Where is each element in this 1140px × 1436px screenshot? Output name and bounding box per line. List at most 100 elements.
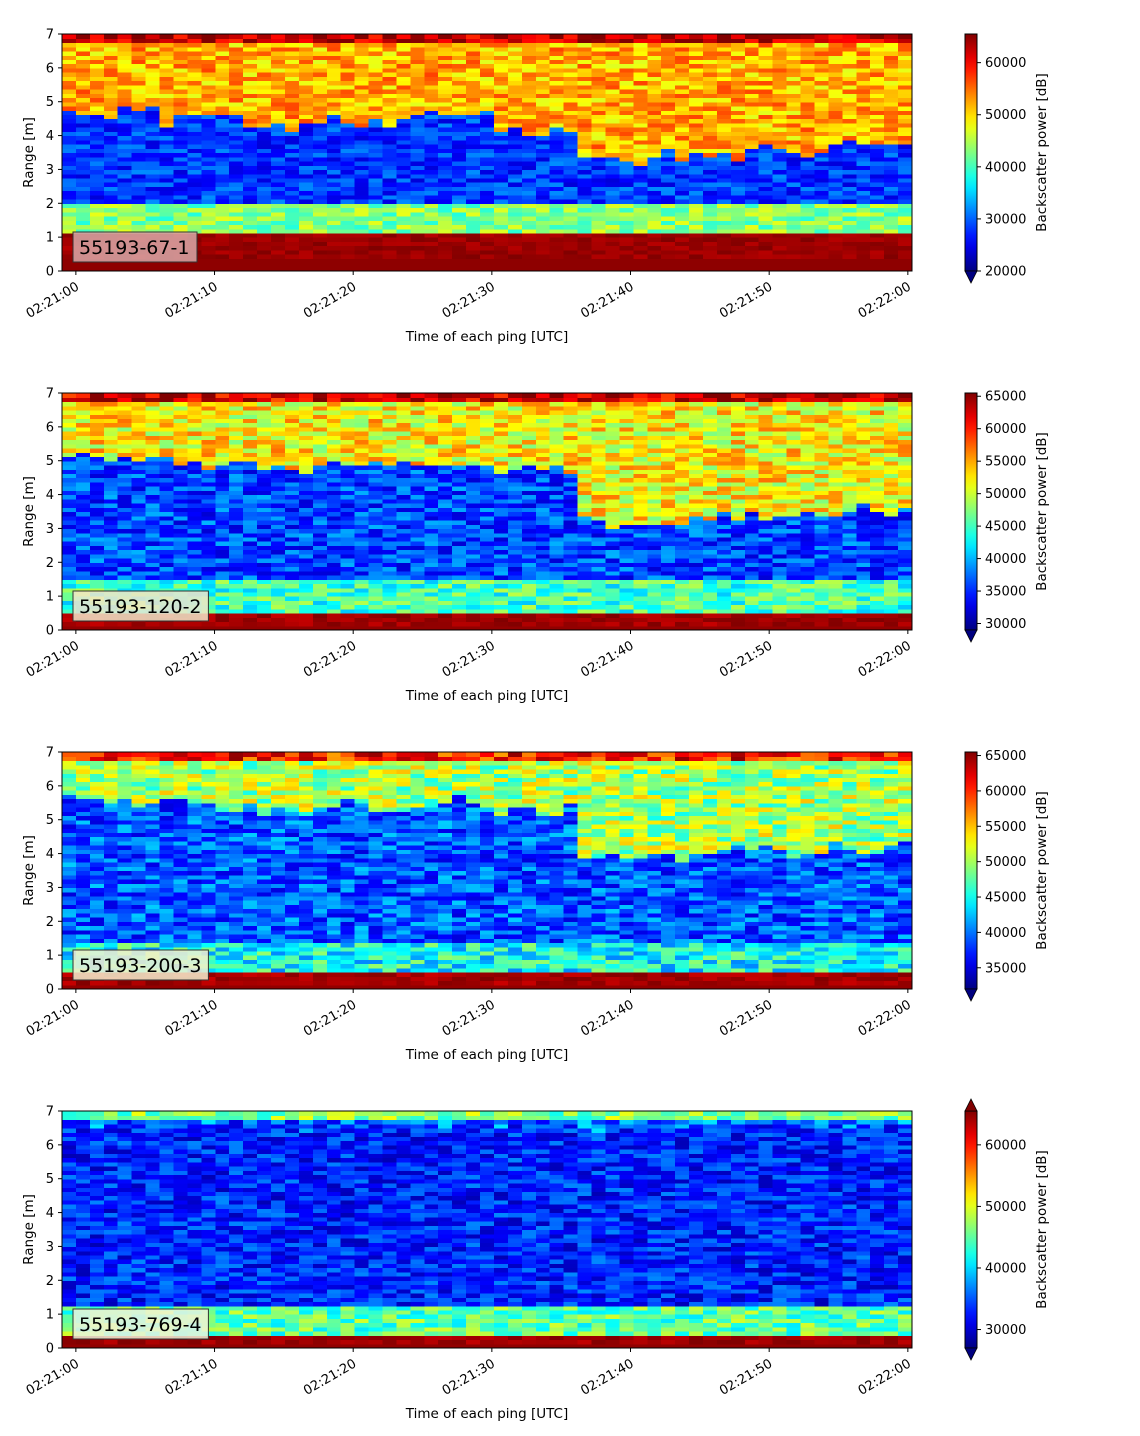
heatmap-cell (117, 97, 133, 103)
heatmap-cell (772, 76, 788, 82)
heatmap-cell (702, 148, 718, 154)
heatmap-cell (424, 503, 439, 508)
heatmap-cell (187, 583, 202, 589)
heatmap-cell (312, 558, 328, 563)
heatmap-cell (424, 127, 439, 132)
heatmap-cell (312, 591, 328, 597)
heatmap-cell (340, 93, 356, 99)
heatmap-cell (257, 528, 272, 534)
heatmap-cell (452, 237, 467, 242)
heatmap-cell (215, 515, 230, 521)
heatmap-cell (633, 110, 648, 116)
heatmap-cell (368, 477, 384, 483)
heatmap-cell (424, 409, 439, 415)
heatmap-cell (438, 583, 453, 589)
heatmap-cell (549, 207, 565, 213)
heatmap-cell (772, 46, 788, 52)
heatmap-cell (535, 249, 551, 255)
heatmap-cell (814, 165, 829, 171)
heatmap-cell (201, 34, 216, 39)
heatmap-cell (689, 148, 704, 154)
heatmap-cell (131, 507, 147, 513)
heatmap-cell (229, 224, 244, 230)
heatmap-cell (103, 76, 119, 82)
heatmap-cell (647, 101, 662, 107)
heatmap-cell (340, 431, 356, 436)
heatmap-cell (507, 80, 523, 86)
heatmap-cell (145, 42, 161, 48)
heatmap-cell (131, 55, 147, 60)
heatmap-cell (535, 72, 551, 77)
heatmap-cell (424, 50, 439, 56)
heatmap-cell (312, 220, 328, 226)
heatmap-cell (271, 553, 286, 559)
heatmap-cell (786, 258, 802, 264)
heatmap-cell (271, 617, 286, 623)
heatmap-cell (549, 156, 565, 162)
heatmap-cell (814, 127, 829, 132)
heatmap-cell (173, 215, 189, 221)
heatmap-cell (89, 473, 105, 479)
heatmap-cell (605, 101, 620, 107)
heatmap-cell (201, 207, 216, 213)
heatmap-cell (243, 232, 258, 238)
heatmap-cell (145, 469, 161, 475)
heatmap-cell (549, 165, 565, 171)
heatmap-cell (298, 570, 314, 576)
heatmap-cell (243, 439, 258, 445)
heatmap-cell (368, 456, 384, 462)
heatmap-cell (187, 532, 202, 538)
heatmap-cell (354, 59, 370, 65)
heatmap-cell (284, 405, 300, 411)
heatmap-cell (298, 93, 314, 99)
heatmap-cell (243, 139, 258, 145)
heatmap-cell (605, 59, 620, 65)
heatmap-cell (257, 524, 272, 530)
heatmap-cell (828, 118, 843, 124)
heatmap-cell (549, 122, 565, 128)
heatmap-cell (145, 405, 161, 411)
heatmap-cell (117, 587, 133, 593)
heatmap-cell (62, 422, 77, 428)
heatmap-cell (396, 422, 411, 428)
heatmap-cell (340, 401, 356, 407)
heatmap-cell (354, 156, 370, 162)
heatmap-cell (619, 89, 634, 94)
heatmap-cell (312, 80, 328, 86)
heatmap-cell (661, 182, 676, 187)
heatmap-cell (382, 422, 398, 428)
heatmap-cell (675, 165, 690, 171)
heatmap-cell (326, 583, 342, 589)
heatmap-cell (898, 135, 913, 141)
heatmap-cell (271, 232, 286, 238)
heatmap-cell (814, 224, 829, 230)
heatmap-cell (284, 587, 300, 593)
heatmap-cell (786, 148, 802, 154)
heatmap-cell (103, 498, 119, 504)
heatmap-cell (410, 596, 425, 601)
heatmap-cell (312, 541, 328, 546)
heatmap-cell (619, 186, 634, 192)
heatmap-cell (466, 220, 481, 226)
heatmap-cell (563, 118, 579, 124)
heatmap-cell (507, 46, 523, 52)
heatmap-cell (257, 541, 272, 546)
heatmap-cell (229, 541, 244, 546)
heatmap-cell (396, 97, 411, 103)
heatmap-cell (257, 439, 272, 445)
heatmap-cell (563, 131, 579, 137)
heatmap-cell (633, 160, 648, 166)
heatmap-cell (521, 72, 537, 77)
heatmap-cell (75, 211, 91, 217)
heatmap-cell (354, 566, 370, 572)
heatmap-cell (312, 266, 328, 272)
heatmap-cell (173, 101, 189, 107)
heatmap-cell (563, 220, 579, 226)
heatmap-cell (563, 173, 579, 179)
heatmap-cell (410, 156, 425, 162)
heatmap-cell (410, 144, 425, 149)
heatmap-cell (201, 435, 216, 441)
heatmap-cell (243, 587, 258, 593)
heatmap-cell (410, 224, 425, 230)
heatmap-cell (396, 50, 411, 56)
